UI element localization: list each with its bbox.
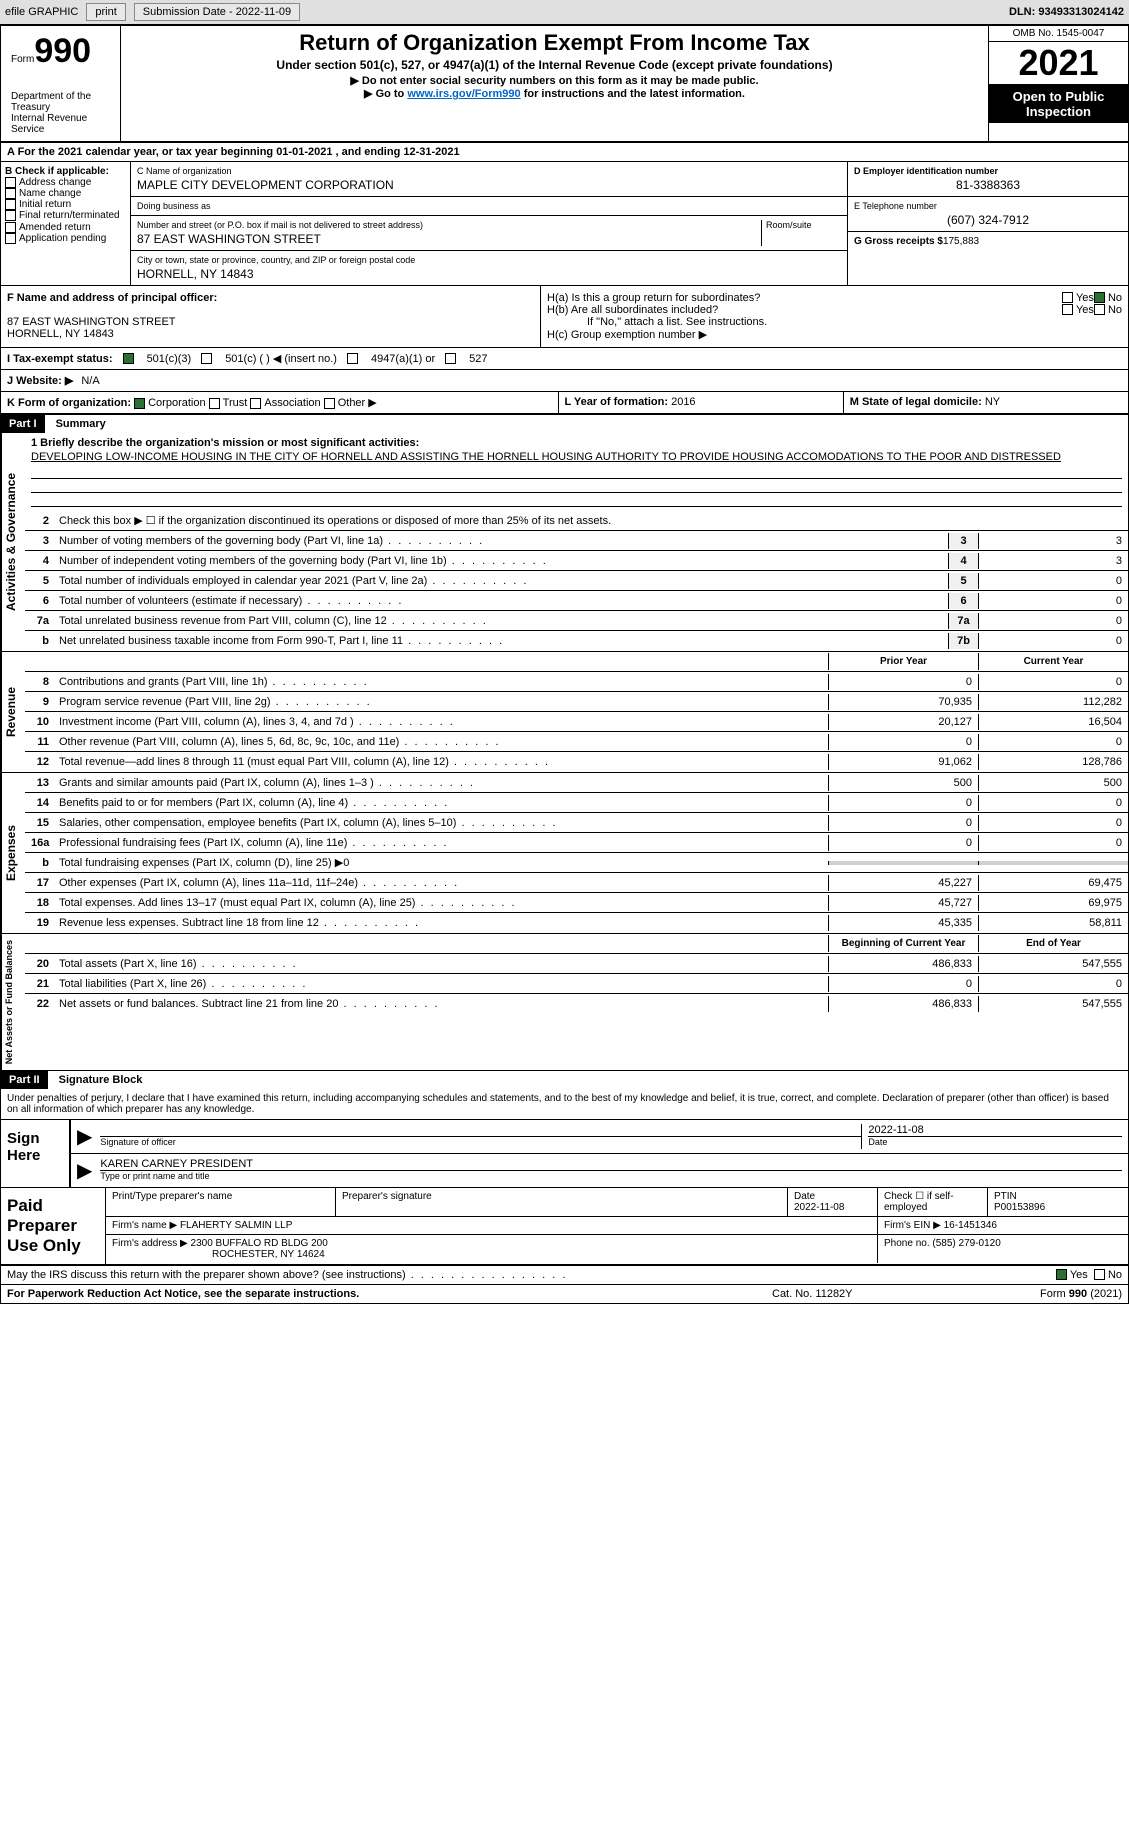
dln: DLN: 93493313024142 xyxy=(1009,6,1124,18)
line-22: 22Net assets or fund balances. Subtract … xyxy=(25,994,1128,1014)
line-14: 14Benefits paid to or for members (Part … xyxy=(25,793,1128,813)
line-6: 6Total number of volunteers (estimate if… xyxy=(25,591,1128,611)
footer: For Paperwork Reduction Act Notice, see … xyxy=(1,1285,1128,1303)
k-row: K Form of organization: Corporation Trus… xyxy=(1,392,1128,415)
line-4: 4Number of independent voting members of… xyxy=(25,551,1128,571)
line-12: 12Total revenue—add lines 8 through 11 (… xyxy=(25,752,1128,772)
mission-block: 1 Briefly describe the organization's mi… xyxy=(25,433,1128,511)
arrow-icon: ▶ xyxy=(77,1124,92,1149)
line-7a: 7aTotal unrelated business revenue from … xyxy=(25,611,1128,631)
part-1-header: Part I Summary xyxy=(1,415,1128,433)
part-2-header: Part II Signature Block xyxy=(1,1071,1128,1089)
ptin: P00153896 xyxy=(994,1202,1045,1213)
period-row: A For the 2021 calendar year, or tax yea… xyxy=(1,143,1128,162)
ein: 81-3388363 xyxy=(854,178,1122,192)
city: HORNELL, NY 14843 xyxy=(137,267,841,281)
line-13: 13Grants and similar amounts paid (Part … xyxy=(25,773,1128,793)
tax-year: 2021 xyxy=(989,42,1128,85)
year-box: OMB No. 1545-0047 2021 Open to Public In… xyxy=(988,26,1128,141)
officer-name: KAREN CARNEY PRESIDENT xyxy=(100,1158,1122,1170)
instr-link: ▶ Go to www.irs.gov/Form990 for instruct… xyxy=(129,87,980,100)
gross-receipts: 175,883 xyxy=(943,236,979,247)
line-19: 19Revenue less expenses. Subtract line 1… xyxy=(25,913,1128,933)
section-f: F Name and address of principal officer:… xyxy=(1,286,541,347)
side-revenue: Revenue xyxy=(1,652,25,772)
line-3: 3Number of voting members of the governi… xyxy=(25,531,1128,551)
firm-name: FLAHERTY SALMIN LLP xyxy=(180,1220,292,1231)
open-public: Open to Public Inspection xyxy=(989,85,1128,123)
section-b: B Check if applicable: Address change Na… xyxy=(1,162,131,285)
section-c: C Name of organization MAPLE CITY DEVELO… xyxy=(131,162,848,285)
firm-phone: (585) 279-0120 xyxy=(932,1238,1000,1249)
section-d: D Employer identification number 81-3388… xyxy=(848,162,1128,285)
arrow-icon: ▶ xyxy=(77,1158,92,1183)
main-title: Return of Organization Exempt From Incom… xyxy=(129,30,980,56)
line-21: 21Total liabilities (Part X, line 26)00 xyxy=(25,974,1128,994)
line-8: 8Contributions and grants (Part VIII, li… xyxy=(25,672,1128,692)
line-9: 9Program service revenue (Part VIII, lin… xyxy=(25,692,1128,712)
side-expenses: Expenses xyxy=(1,773,25,933)
telephone: (607) 324-7912 xyxy=(854,213,1122,227)
tax-exempt-row: I Tax-exempt status: 501(c)(3) 501(c) ( … xyxy=(1,348,1128,370)
line-10: 10Investment income (Part VIII, column (… xyxy=(25,712,1128,732)
line-20: 20Total assets (Part X, line 16)486,8335… xyxy=(25,954,1128,974)
line-b: bTotal fundraising expenses (Part IX, co… xyxy=(25,853,1128,873)
street: 87 EAST WASHINGTON STREET xyxy=(137,232,761,246)
irs-link[interactable]: www.irs.gov/Form990 xyxy=(407,88,520,100)
declaration: Under penalties of perjury, I declare th… xyxy=(1,1089,1128,1120)
instr-ssn: ▶ Do not enter social security numbers o… xyxy=(129,74,980,87)
line-15: 15Salaries, other compensation, employee… xyxy=(25,813,1128,833)
line-17: 17Other expenses (Part IX, column (A), l… xyxy=(25,873,1128,893)
org-name: MAPLE CITY DEVELOPMENT CORPORATION xyxy=(137,178,841,192)
subtitle: Under section 501(c), 527, or 4947(a)(1)… xyxy=(129,58,980,72)
firm-ein: 16-1451346 xyxy=(944,1220,997,1231)
efile-header: efile GRAPHIC print Submission Date - 20… xyxy=(0,0,1129,25)
website-row: J Website: ▶ N/A xyxy=(1,370,1128,392)
section-h: H(a) Is this a group return for subordin… xyxy=(541,286,1128,347)
line-11: 11Other revenue (Part VIII, column (A), … xyxy=(25,732,1128,752)
form-id-box: Form990 Department of the Treasury Inter… xyxy=(1,26,121,141)
mission-text: DEVELOPING LOW-INCOME HOUSING IN THE CIT… xyxy=(31,449,1122,465)
title-section: Return of Organization Exempt From Incom… xyxy=(121,26,988,141)
paid-preparer-label: Paid Preparer Use Only xyxy=(1,1188,106,1264)
side-activities: Activities & Governance xyxy=(1,433,25,651)
form-990: Form990 Department of the Treasury Inter… xyxy=(0,25,1129,1304)
sign-here-label: Sign Here xyxy=(1,1120,71,1187)
line-5: 5Total number of individuals employed in… xyxy=(25,571,1128,591)
line-18: 18Total expenses. Add lines 13–17 (must … xyxy=(25,893,1128,913)
efile-label: efile GRAPHIC xyxy=(5,6,78,18)
omb: OMB No. 1545-0047 xyxy=(989,26,1128,42)
submission-date: Submission Date - 2022-11-09 xyxy=(134,3,300,21)
line-b: bNet unrelated business taxable income f… xyxy=(25,631,1128,651)
discuss-row: May the IRS discuss this return with the… xyxy=(1,1266,1128,1285)
side-netassets: Net Assets or Fund Balances xyxy=(1,934,25,1070)
line-16a: 16aProfessional fundraising fees (Part I… xyxy=(25,833,1128,853)
print-button[interactable]: print xyxy=(86,3,125,21)
